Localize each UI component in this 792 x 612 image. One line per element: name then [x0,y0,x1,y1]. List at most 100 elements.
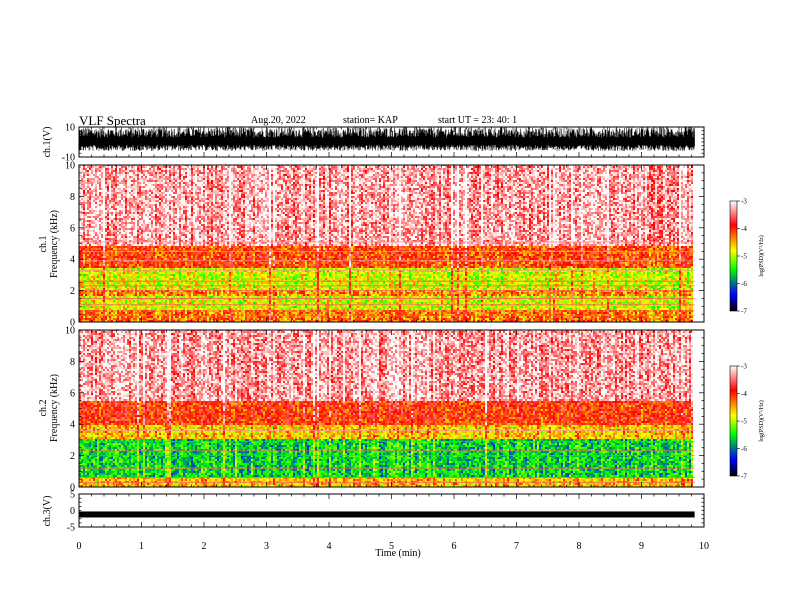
heatmap-cell [245,308,247,310]
heatmap-cell [643,302,645,304]
heatmap-cell [507,306,509,308]
heatmap-cell [631,302,633,304]
heatmap-cell [553,300,555,302]
heatmap-cell [475,312,477,314]
heatmap-cell [441,306,443,308]
heatmap-cell [379,312,381,314]
heatmap-cell [585,292,587,294]
heatmap-cell [337,300,339,302]
heatmap-cell [489,308,491,310]
heatmap-cell [229,306,231,308]
heatmap-cell [657,302,659,304]
heatmap-cell [299,296,301,298]
heatmap-cell [167,306,169,308]
heatmap-cell [391,298,393,300]
heatmap-cell [561,316,563,318]
heatmap-cell [239,296,241,298]
heatmap-cell [327,292,329,294]
heatmap-cell [519,296,521,298]
heatmap-cell [303,292,305,294]
heatmap-cell [559,296,561,298]
heatmap-cell [117,300,119,302]
heatmap-cell [179,312,181,314]
heatmap-cell [215,314,217,316]
heatmap-cell [509,312,511,314]
heatmap-cell [263,302,265,304]
heatmap-cell [591,316,593,318]
heatmap-cell [557,294,559,296]
heatmap-cell [633,314,635,316]
heatmap-cell [483,308,485,310]
heatmap-cell [151,306,153,308]
heatmap-cell [505,298,507,300]
heatmap-cell [681,300,683,302]
heatmap-cell [295,296,297,298]
heatmap-cell [641,306,643,308]
heatmap-cell [257,318,259,320]
heatmap-cell [561,320,563,322]
heatmap-cell [599,300,601,302]
heatmap-cell [591,312,593,314]
heatmap-cell [81,302,83,304]
heatmap-cell [607,320,609,322]
heatmap-cell [581,318,583,320]
heatmap-cell [257,300,259,302]
heatmap-cell [627,316,629,318]
heatmap-cell [533,320,535,322]
heatmap-cell [235,302,237,304]
heatmap-cell [293,306,295,308]
heatmap-cell [365,318,367,320]
heatmap-cell [125,312,127,314]
heatmap-cell [473,318,475,320]
heatmap-cell [151,308,153,310]
heatmap-cell [373,300,375,302]
heatmap-cell [483,318,485,320]
heatmap-cell [311,298,313,300]
heatmap-cell [185,306,187,308]
heatmap-cell [529,314,531,316]
heatmap-cell [153,306,155,308]
heatmap-cell [499,292,501,294]
heatmap-cell [611,314,613,316]
heatmap-cell [609,314,611,316]
heatmap-cell [567,292,569,294]
heatmap-cell [485,292,487,294]
heatmap-cell [91,292,93,294]
heatmap-cell [525,294,527,296]
heatmap-cell [409,308,411,310]
heatmap-cell [663,308,665,310]
heatmap-cell [667,300,669,302]
heatmap-cell [93,292,95,294]
heatmap-cell [199,312,201,314]
heatmap-cell [691,314,693,316]
heatmap-cell [463,318,465,320]
heatmap-cell [281,292,283,294]
heatmap-cell [471,318,473,320]
heatmap-cell [459,296,461,298]
heatmap-cell [197,320,199,322]
heatmap-cell [417,318,419,320]
heatmap-cell [391,306,393,308]
heatmap-cell [659,320,661,322]
heatmap-cell [641,320,643,322]
heatmap-cell [433,316,435,318]
heatmap-cell [475,294,477,296]
heatmap-cell [101,292,103,294]
heatmap-cell [593,300,595,302]
heatmap-cell [183,300,185,302]
heatmap-cell [169,298,171,300]
heatmap-cell [111,302,113,304]
heatmap-cell [83,320,85,322]
heatmap-cell [401,312,403,314]
heatmap-cell [83,308,85,310]
heatmap-cell [209,318,211,320]
heatmap-cell [273,320,275,322]
heatmap-cell [619,308,621,310]
heatmap-cell [83,298,85,300]
heatmap-cell [119,314,121,316]
heatmap-cell [241,300,243,302]
heatmap-cell [289,306,291,308]
heatmap-cell [599,314,601,316]
heatmap-cell [249,306,251,308]
heatmap-cell [489,312,491,314]
